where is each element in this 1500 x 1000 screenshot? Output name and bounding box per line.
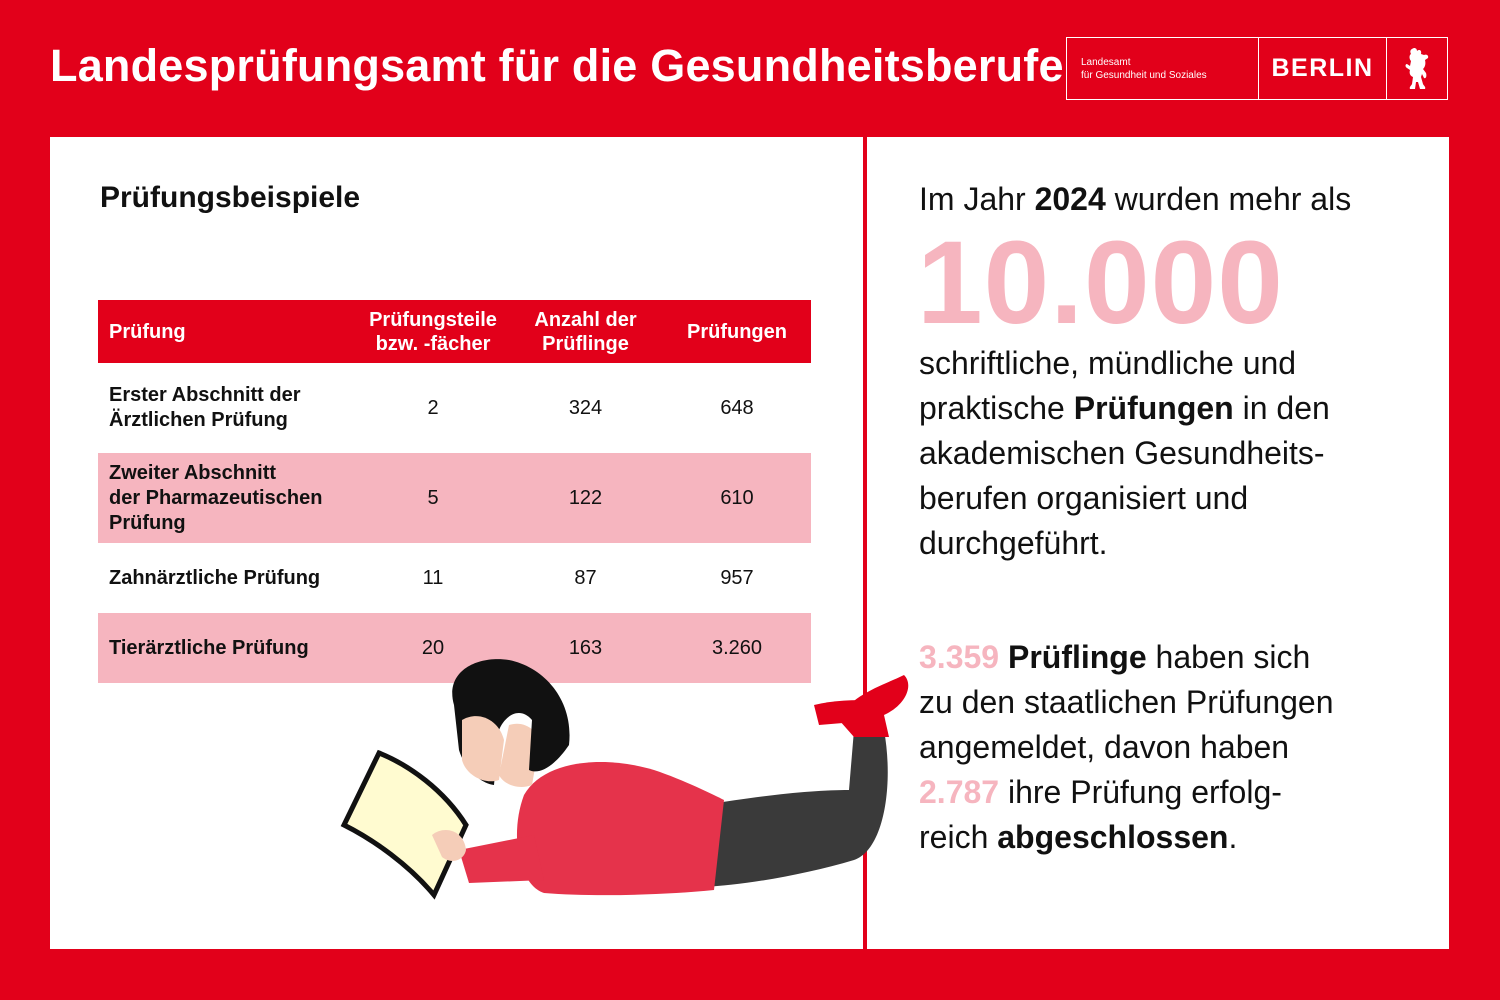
p2-line3: angemeldet, davon haben xyxy=(919,729,1290,765)
p1-line1: schriftliche, mündliche und xyxy=(919,345,1297,381)
table-row: Zahnärztliche Prüfung 11 87 957 xyxy=(98,543,811,613)
intro-text: Im Jahr 2024 wurden mehr als xyxy=(919,177,1351,222)
row-teile: 20 xyxy=(421,636,445,659)
section-heading: Prüfungsbeispiele xyxy=(100,181,361,214)
row-name-line3: Prüfung xyxy=(109,511,186,534)
p2-line2: zu den staatlichen Prüfungen xyxy=(919,684,1334,720)
logo-org-line1: Landesamt xyxy=(1081,57,1131,68)
intro-post: wurden mehr als xyxy=(1105,181,1352,217)
berlin-bear-icon xyxy=(1387,38,1447,99)
logo-city: BERLIN xyxy=(1259,38,1387,99)
logo-org-text: Landesamt für Gesundheit und Soziales xyxy=(1067,38,1259,99)
row-pruefungen: 610 xyxy=(720,486,754,509)
row-teile: 5 xyxy=(427,486,439,509)
header-teile-line2: bzw. -fächer xyxy=(375,332,491,355)
row-pruefungen: 648 xyxy=(720,396,754,419)
p1-line5: durchgeführt. xyxy=(919,525,1108,561)
intro-year: 2024 xyxy=(1034,181,1106,217)
page-title: Landesprüfungsamt für die Gesundheitsber… xyxy=(50,40,1064,91)
p2-line5-bold: abgeschlossen xyxy=(997,819,1229,855)
row-prueflinge: 122 xyxy=(568,486,603,509)
row-teile: 2 xyxy=(427,396,439,419)
table-row: Zweiter Abschnitt der Pharmazeutischen P… xyxy=(98,453,811,543)
row-name: Tierärztliche Prüfung xyxy=(109,636,309,659)
header-pruefung: Prüfung xyxy=(109,320,186,343)
logo-org-line2: für Gesundheit und Soziales xyxy=(1081,70,1207,81)
exam-table: Prüfung Prüfungsteile bzw. -fächer Anzah… xyxy=(98,300,811,683)
p1-line2-bold: Prüfungen xyxy=(1073,390,1234,426)
big-number: 10.000 xyxy=(917,217,1284,349)
right-panel: Im Jahr 2024 wurden mehr als 10.000 schr… xyxy=(867,137,1449,949)
p1-line4: berufen organisiert und xyxy=(919,480,1249,516)
header-anzahl: Anzahl der Prüflinge xyxy=(508,308,663,356)
row-name-line1: Erster Abschnitt der xyxy=(109,384,301,406)
row-prueflinge: 324 xyxy=(568,396,603,419)
row-prueflinge: 87 xyxy=(574,566,597,589)
table-row: Erster Abschnitt der Ärztlichen Prüfung … xyxy=(98,363,811,453)
p1-line3: akademischen Gesundheits- xyxy=(919,435,1325,471)
p2-bold1: Prüflinge xyxy=(999,639,1147,675)
p2-line5-pre: reich xyxy=(919,819,998,855)
row-name: Zahnärztliche Prüfung xyxy=(109,566,321,589)
p1-line2: praktische Prüfungen in den xyxy=(919,386,1330,431)
row-name-line1: Zweiter Abschnitt xyxy=(109,461,277,484)
header-teile-line1: Prüfungsteile xyxy=(369,308,497,331)
intro-pre: Im Jahr xyxy=(919,181,1035,217)
person-reading-book-icon xyxy=(294,505,919,915)
p2-line5: reich abgeschlossen. xyxy=(919,815,1334,860)
header-pruefungen: Prüfungen xyxy=(687,320,787,343)
paragraph-exams: schriftliche, mündliche und praktische P… xyxy=(919,341,1330,566)
header-anzahl-line1: Anzahl der xyxy=(534,308,637,331)
p1-line2-pre: praktische xyxy=(919,390,1074,426)
berlin-logo: Landesamt für Gesundheit und Soziales BE… xyxy=(1066,37,1448,100)
row-name: Zweiter Abschnitt der Pharmazeutischen P… xyxy=(98,461,358,536)
row-prueflinge: 163 xyxy=(568,636,603,659)
header-anzahl-line2: Prüflinge xyxy=(542,332,629,355)
row-name-line2: Ärztlichen Prüfung xyxy=(109,409,288,431)
row-name: Erster Abschnitt der Ärztlichen Prüfung xyxy=(98,383,358,433)
paragraph-candidates: 3.359 Prüflinge haben sich zu den staatl… xyxy=(919,635,1334,860)
p1-line2-post: in den xyxy=(1233,390,1330,426)
registered-number: 3.359 xyxy=(919,639,1000,675)
p2-line5-post: . xyxy=(1228,819,1238,855)
p2-line4: 2.787 ihre Prüfung erfolg- xyxy=(919,770,1334,815)
row-pruefungen: 957 xyxy=(720,566,754,589)
header-teile: Prüfungsteile bzw. -fächer xyxy=(358,308,508,356)
p2-line4-post: ihre Prüfung erfolg- xyxy=(999,774,1282,810)
passed-number: 2.787 xyxy=(919,774,1000,810)
table-header: Prüfung Prüfungsteile bzw. -fächer Anzah… xyxy=(98,300,811,363)
row-pruefungen: 3.260 xyxy=(711,636,763,659)
p2-line1-post: haben sich xyxy=(1146,639,1311,675)
p2-line1: 3.359 Prüflinge haben sich xyxy=(919,635,1334,680)
row-name-line2: der Pharmazeutischen xyxy=(109,486,323,509)
table-row: Tierärztliche Prüfung 20 163 3.260 xyxy=(98,613,811,683)
row-teile: 11 xyxy=(422,566,444,589)
